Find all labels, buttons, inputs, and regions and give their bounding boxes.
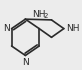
Text: NH: NH [66, 24, 80, 33]
Text: 2: 2 [43, 13, 47, 19]
Text: N: N [3, 24, 9, 33]
Text: N: N [22, 58, 29, 67]
Text: NH: NH [32, 10, 46, 19]
